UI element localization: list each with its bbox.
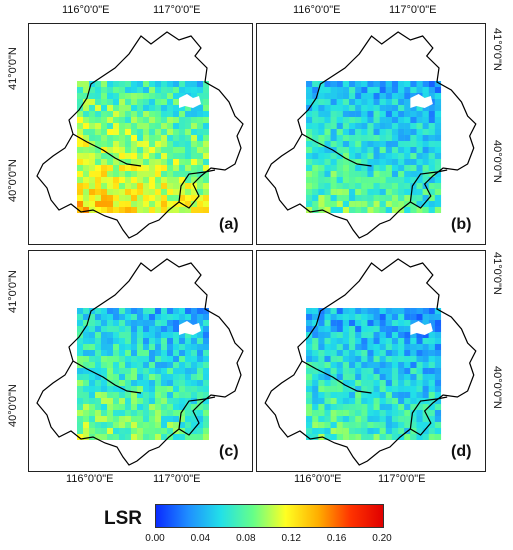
colorbar bbox=[155, 504, 384, 528]
panel-label: (d) bbox=[451, 443, 472, 460]
panel-label: (b) bbox=[451, 216, 472, 233]
beijing-boundary bbox=[264, 258, 477, 466]
lat-tick-right-bottom-40: 40°0'0"N bbox=[491, 366, 503, 409]
lat-tick-left-bottom-40: 40°0'0"N bbox=[7, 384, 19, 427]
panel-label: (c) bbox=[219, 443, 239, 460]
map-panel-d: (d) bbox=[256, 250, 486, 472]
panel-label: (a) bbox=[219, 216, 239, 233]
district-boundary bbox=[72, 133, 142, 167]
reservoir-nodata bbox=[410, 321, 433, 335]
lon-tick-bottom-right-117: 117°0'0"E bbox=[378, 473, 426, 485]
district-boundary bbox=[72, 360, 142, 394]
district-boundary bbox=[301, 133, 372, 167]
lon-tick-bottom-left-116: 116°0'0"E bbox=[66, 473, 114, 485]
lsr-raster bbox=[77, 81, 209, 213]
lon-tick-bottom-right-116: 116°0'0"E bbox=[294, 473, 342, 485]
map-svg bbox=[264, 31, 477, 239]
colorbar-tick-label: 0.04 bbox=[190, 533, 211, 544]
colorbar-tick-label: 0.20 bbox=[372, 533, 392, 544]
lat-tick-right-top-40: 40°0'0"N bbox=[491, 140, 503, 183]
colorbar-tick-label: 0.08 bbox=[236, 533, 256, 544]
district-boundary bbox=[409, 169, 448, 203]
lat-tick-left-top-40: 40°0'0"N bbox=[7, 159, 19, 202]
colorbar-tick-label: 0.12 bbox=[281, 533, 301, 544]
map-panel-a: (a) bbox=[28, 23, 253, 245]
reservoir-nodata bbox=[179, 321, 201, 335]
map-svg bbox=[36, 31, 244, 239]
lat-tick-left-bottom-41: 41°0'0"N bbox=[7, 270, 19, 313]
colorbar-tick-label: 0.16 bbox=[326, 533, 347, 544]
beijing-boundary bbox=[36, 258, 244, 466]
colorbar-tick-label: 0.00 bbox=[145, 533, 165, 544]
lsr-raster bbox=[306, 81, 442, 213]
lsr-raster bbox=[306, 308, 442, 440]
district-boundary bbox=[178, 169, 216, 203]
beijing-boundary bbox=[264, 31, 477, 239]
district-boundary bbox=[301, 360, 372, 394]
lat-tick-right-top-41: 41°0'0"N bbox=[491, 28, 503, 71]
lon-tick-top-left-117: 117°0'0"E bbox=[153, 4, 201, 16]
reservoir-nodata bbox=[410, 94, 433, 108]
reservoir-nodata bbox=[179, 94, 201, 108]
lon-tick-bottom-left-117: 117°0'0"E bbox=[153, 473, 201, 485]
lat-tick-left-top-41: 41°0'0"N bbox=[7, 47, 19, 90]
lsr-raster bbox=[77, 308, 209, 440]
colorbar-title: LSR bbox=[104, 508, 142, 529]
lon-tick-top-right-116: 116°0'0"E bbox=[293, 4, 341, 16]
map-panel-c: (c) bbox=[28, 250, 253, 472]
beijing-boundary bbox=[36, 31, 244, 239]
lon-tick-top-left-116: 116°0'0"E bbox=[62, 4, 110, 16]
district-boundary bbox=[409, 396, 448, 430]
lon-tick-top-right-117: 117°0'0"E bbox=[389, 4, 437, 16]
map-panel-b: (b) bbox=[256, 23, 486, 245]
map-svg bbox=[264, 258, 477, 466]
lat-tick-right-bottom-41: 41°0'0"N bbox=[491, 252, 503, 295]
map-svg bbox=[36, 258, 244, 466]
district-boundary bbox=[178, 396, 216, 430]
